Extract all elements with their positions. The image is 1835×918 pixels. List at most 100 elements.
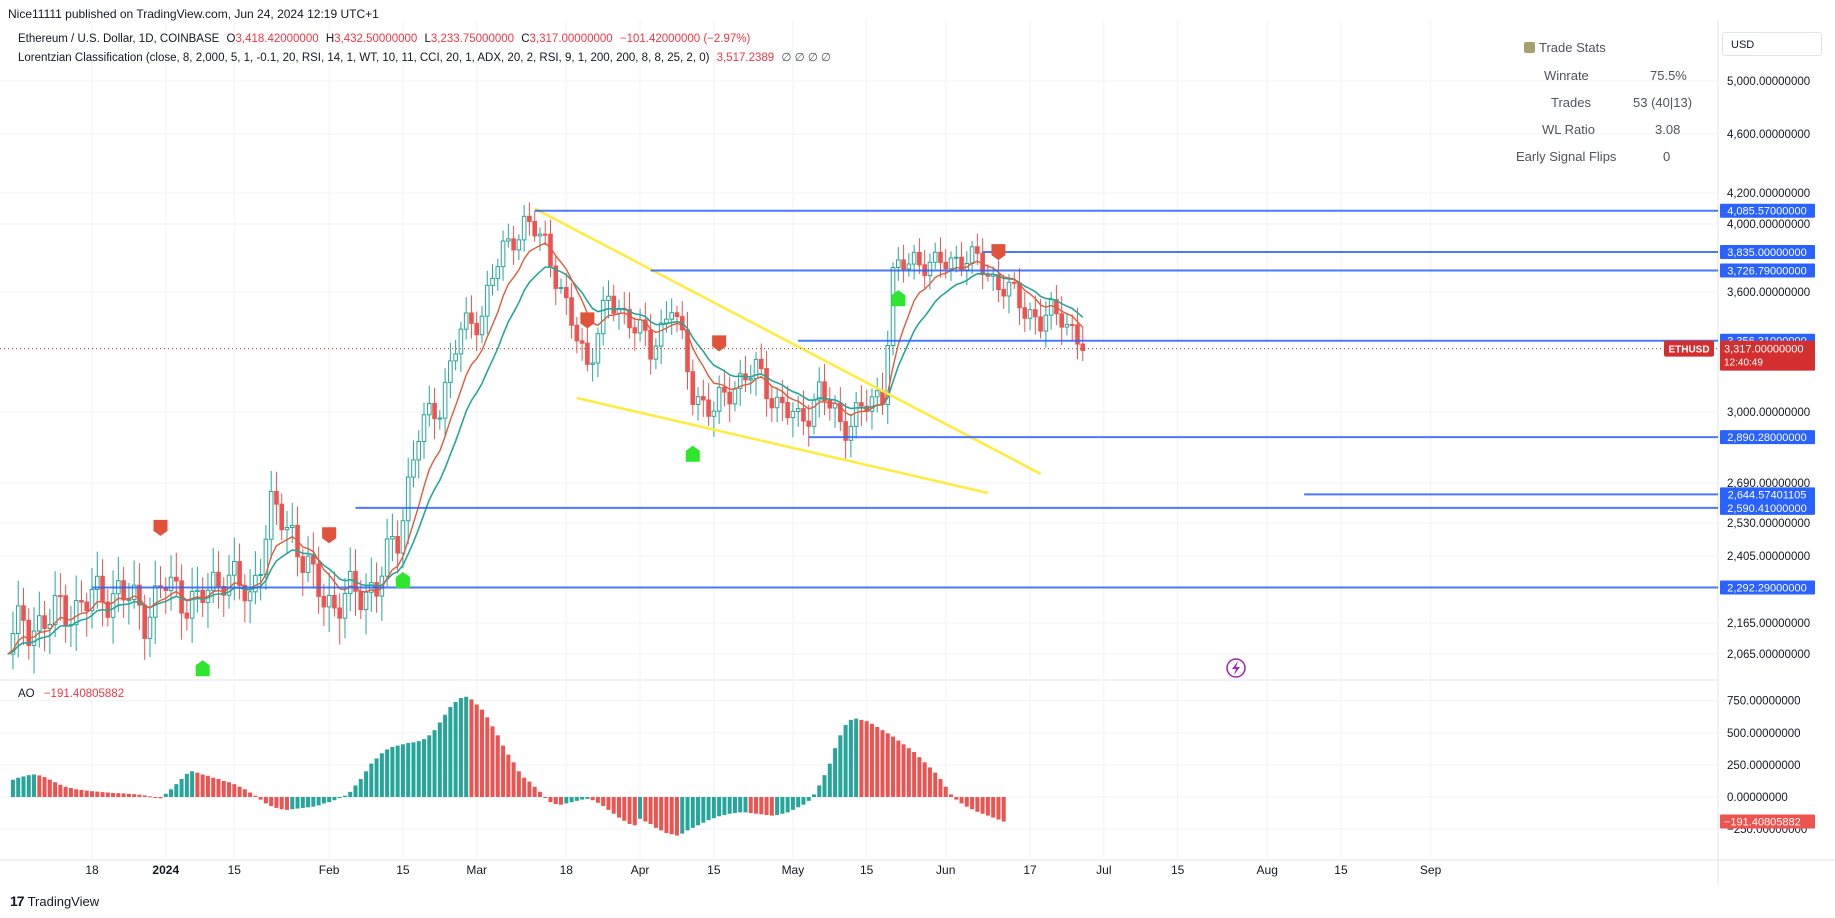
candle-body — [653, 345, 659, 360]
price-axis-tick: 2,530.00000000 — [1727, 518, 1810, 530]
ao-bar — [717, 797, 722, 817]
candle-body — [521, 215, 527, 241]
candle-body — [848, 425, 854, 441]
candle-body — [748, 378, 754, 381]
level-label: 2,590.41000000 — [1727, 503, 1807, 515]
level-label: 2,890.28000000 — [1727, 432, 1807, 444]
ao-bar — [701, 797, 706, 823]
ao-bar — [574, 797, 579, 801]
candle-body — [242, 584, 248, 602]
candle-body — [316, 563, 321, 597]
tradingview-logo-icon: 17 — [10, 893, 25, 909]
indicator-legend[interactable]: Lorentzian Classification (close, 8, 2,0… — [18, 50, 831, 64]
ao-bar — [395, 745, 400, 797]
candle-body — [785, 402, 790, 419]
candle-body — [174, 576, 179, 582]
stat-label: Early Signal Flips — [1516, 149, 1617, 164]
ao-legend[interactable]: AO −191.40805882 — [18, 688, 124, 700]
ao-bar — [274, 797, 279, 808]
candle-body — [516, 239, 522, 251]
time-axis-tick: 18 — [85, 863, 99, 877]
candle-body — [674, 312, 680, 318]
candle-body — [79, 600, 84, 603]
ao-bar — [938, 779, 943, 797]
ao-bar — [949, 794, 954, 797]
price-axis-tick: 3,600.00000000 — [1727, 287, 1810, 299]
candle-body — [231, 561, 237, 576]
trend-line — [534, 207, 1042, 475]
ao-bar — [68, 788, 73, 797]
price-axis-tick: 3,000.00000000 — [1727, 407, 1810, 419]
ao-bar — [833, 748, 838, 797]
ao-bar — [485, 717, 490, 797]
candle-body — [89, 589, 95, 612]
ao-bar — [32, 774, 37, 797]
ao-bar — [991, 797, 996, 818]
ao-bar — [769, 797, 774, 816]
candle-body — [426, 402, 432, 416]
candle-body — [432, 402, 437, 420]
candle-body — [1027, 309, 1033, 319]
ao-bar — [490, 726, 495, 797]
price-axis-tick: 2,065.00000000 — [1727, 649, 1810, 661]
candle-body — [806, 420, 812, 427]
candle-body — [421, 414, 427, 442]
candle-body — [769, 398, 775, 409]
candles-layer — [10, 202, 1086, 674]
ao-bar — [764, 797, 769, 815]
candle-body — [142, 604, 147, 639]
level-label-bg — [1720, 203, 1815, 218]
indicator-value: 3,517.2389 — [716, 52, 775, 64]
ao-bar — [348, 791, 353, 797]
ao-value-tag: −191.40805882 — [1724, 817, 1801, 829]
ao-bar — [432, 730, 437, 797]
ao-bar — [996, 797, 1001, 820]
time-axis-tick: Jun — [936, 863, 955, 877]
ao-bar — [685, 797, 690, 831]
ao-bar — [1001, 797, 1006, 822]
candle-body — [927, 261, 933, 277]
ao-bar — [859, 719, 864, 797]
level-label: 3,835.00000000 — [1727, 247, 1807, 259]
footer-brand[interactable]: 17 TradingView — [10, 893, 99, 909]
ao-bar — [116, 793, 121, 797]
ao-bar — [727, 797, 732, 814]
ao-bar — [37, 775, 42, 797]
ao-bar — [316, 797, 321, 806]
price-axis-tick: 4,600.00000000 — [1727, 129, 1810, 141]
ao-bar — [980, 797, 985, 814]
candle-body — [695, 396, 701, 405]
currency-selector[interactable]: USD — [1722, 32, 1822, 56]
ao-bar — [385, 749, 390, 797]
symbol-legend[interactable]: Ethereum / U.S. Dollar, 1D, COINBASE O3,… — [18, 33, 750, 45]
ao-bar — [158, 797, 163, 799]
ao-bar — [653, 797, 658, 828]
ao-bar — [400, 744, 405, 797]
candle-body — [500, 240, 506, 268]
candle-body — [416, 440, 422, 461]
ao-bar — [896, 740, 901, 797]
candle-body — [648, 329, 653, 360]
candle-body — [384, 538, 390, 577]
sell-signal-marker — [712, 335, 727, 352]
ao-bar — [16, 777, 21, 797]
price-axis-tick: 5,000.00000000 — [1727, 76, 1810, 88]
ao-bar — [306, 797, 311, 808]
candle-body — [184, 612, 190, 619]
candle-body — [690, 371, 696, 405]
ao-bar — [580, 797, 585, 800]
candle-body — [816, 381, 822, 401]
ao-bar — [443, 714, 448, 797]
ao-bar — [548, 797, 553, 803]
ao-bar — [843, 725, 848, 797]
level-label: 2,644.57401105 — [1728, 489, 1807, 501]
time-axis-tick: Sep — [1420, 863, 1442, 877]
candle-body — [411, 459, 416, 478]
ao-bar — [390, 746, 395, 797]
ao-bar — [732, 797, 737, 814]
ao-label: AO — [18, 688, 35, 700]
candle-body — [885, 345, 891, 406]
ao-bar — [205, 775, 210, 797]
ao-bar — [469, 699, 474, 797]
